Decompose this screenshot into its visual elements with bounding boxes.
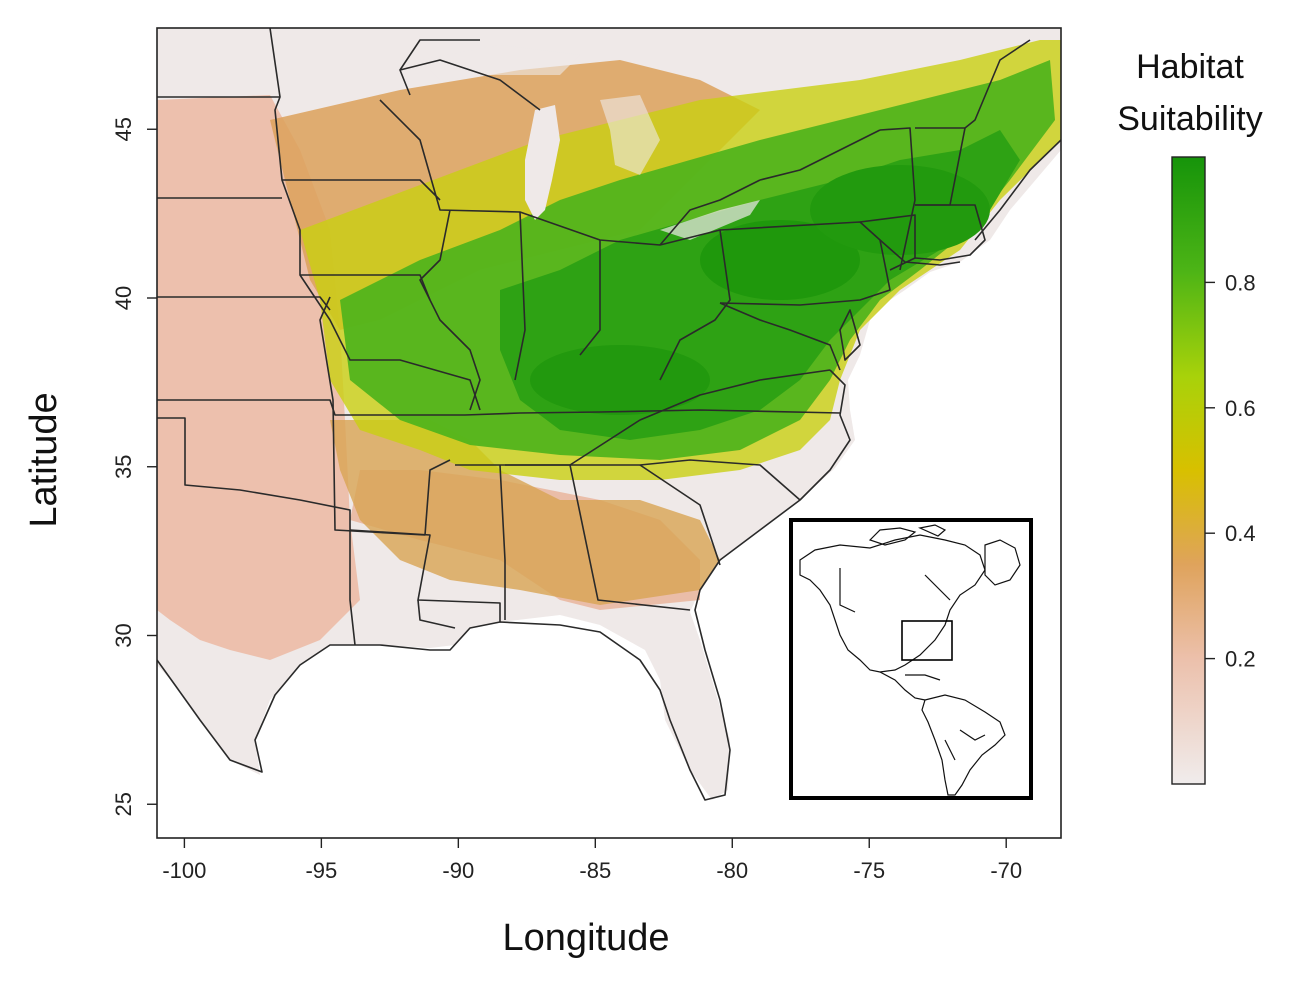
x-tick-label: -95 bbox=[305, 858, 337, 883]
legend-tick-label: 0.8 bbox=[1225, 270, 1256, 295]
y-tick-label: 45 bbox=[111, 117, 136, 141]
legend-tick-label: 0.2 bbox=[1225, 647, 1256, 672]
x-tick-label: -90 bbox=[442, 858, 474, 883]
y-tick-label: 25 bbox=[111, 792, 136, 816]
y-tick-label: 30 bbox=[111, 623, 136, 647]
y-tick-label: 35 bbox=[111, 455, 136, 479]
inset-frame bbox=[789, 518, 1033, 800]
lake-erie bbox=[660, 200, 760, 240]
y-axis-title: Latitude bbox=[23, 392, 65, 527]
legend-tick-label: 0.4 bbox=[1225, 521, 1256, 546]
legend: Habitat Suitability 0.2 0.4 0.6 0.8 bbox=[1117, 48, 1263, 785]
y-axis: 25 30 35 40 45 bbox=[111, 117, 157, 816]
inset-locator-map bbox=[789, 518, 1033, 800]
legend-tick-label: 0.6 bbox=[1225, 396, 1256, 421]
legend-ticks: 0.2 0.4 0.6 0.8 bbox=[1205, 270, 1256, 672]
legend-colorbar bbox=[1171, 156, 1206, 785]
lake-superior bbox=[420, 45, 580, 80]
state-boundaries bbox=[157, 28, 1061, 801]
legend-title-line1: Habitat bbox=[1136, 48, 1244, 86]
y-tick-label: 40 bbox=[111, 286, 136, 310]
legend-title-line2: Suitability bbox=[1117, 100, 1263, 138]
x-axis: -100 -95 -90 -85 -80 -75 -70 bbox=[162, 838, 1022, 883]
habitat-mid-zone-south bbox=[330, 420, 720, 605]
habitat-peak-pennsylvania bbox=[700, 220, 860, 300]
lake-michigan bbox=[525, 105, 560, 220]
map-panel bbox=[157, 28, 1061, 838]
x-tick-label: -75 bbox=[853, 858, 885, 883]
study-area-box bbox=[901, 620, 953, 661]
western-hemisphere-locator-icon bbox=[799, 524, 1021, 796]
x-tick-label: -100 bbox=[162, 858, 206, 883]
x-tick-label: -85 bbox=[579, 858, 611, 883]
x-tick-label: -70 bbox=[990, 858, 1022, 883]
x-axis-title: Longitude bbox=[503, 917, 670, 959]
x-tick-label: -80 bbox=[716, 858, 748, 883]
habitat-peak-newyork bbox=[810, 165, 990, 255]
map-frame bbox=[156, 27, 1062, 839]
habitat-peak-appalachia bbox=[530, 345, 710, 415]
lake-huron bbox=[600, 95, 660, 175]
